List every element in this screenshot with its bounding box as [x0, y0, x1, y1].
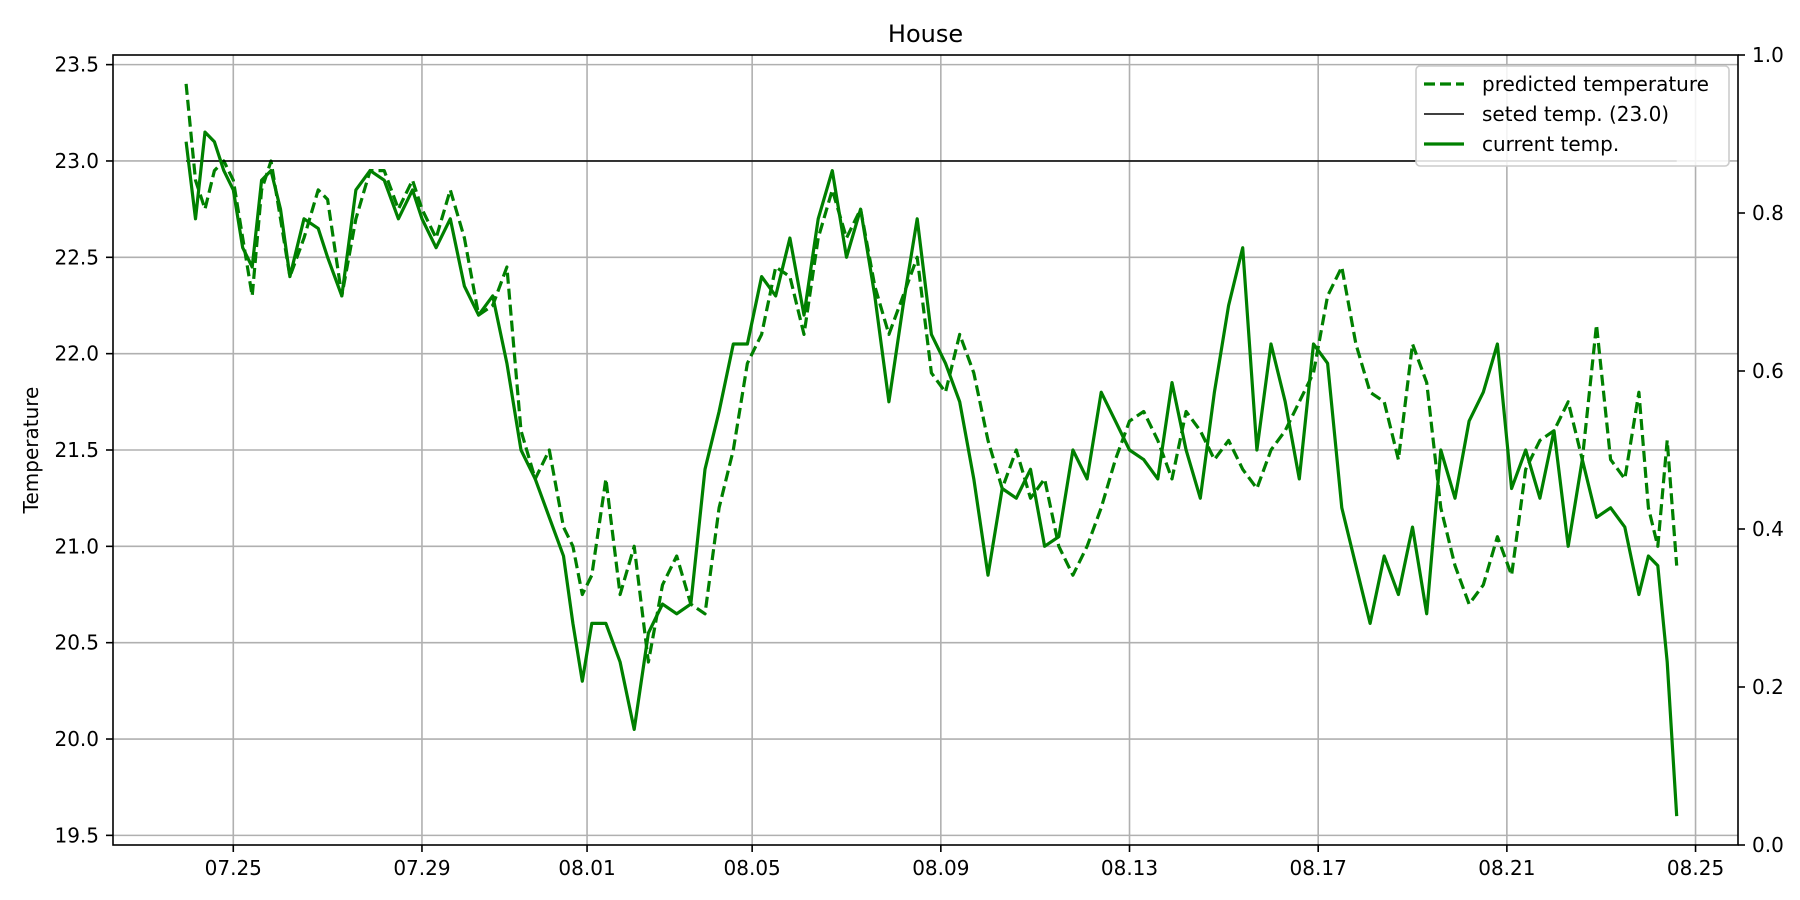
chart-title: House — [888, 20, 963, 48]
x-axis: 07.25 07.29 08.01 08.05 08.09 08.13 08.17 08.21… — [205, 845, 1724, 880]
grid-lines — [113, 55, 1738, 845]
y-tick-label: 21.5 — [54, 438, 99, 462]
x-tick-label: 08.21 — [1478, 856, 1535, 880]
x-tick-label: 08.17 — [1290, 856, 1347, 880]
right-tick-label: 0.2 — [1752, 675, 1784, 699]
y-tick-label: 22.0 — [54, 342, 99, 366]
legend-box — [1415, 65, 1730, 167]
x-tick-label: 08.09 — [912, 856, 969, 880]
y-tick-label: 23.5 — [54, 53, 99, 77]
y-tick-label: 23.0 — [54, 149, 99, 173]
y-axis-right: 0.0 0.2 0.4 0.6 0.8 1.0 — [1738, 43, 1784, 857]
y-axis-title: Temperature — [19, 387, 43, 515]
right-tick-label: 1.0 — [1752, 43, 1784, 67]
series-line-0 — [184, 83, 1679, 664]
legend-label: predicted temperature — [1482, 72, 1709, 96]
x-tick-label: 08.05 — [724, 856, 781, 880]
right-tick-label: 0.6 — [1752, 359, 1784, 383]
x-tick-label: 08.25 — [1667, 856, 1724, 880]
legend: predicted temperature seted temp. (23.0) c… — [1415, 65, 1730, 167]
legend-label: current temp. — [1482, 132, 1619, 156]
y-axis-left: 19.5 20.0 20.5 21.0 21.5 22.0 22.5 23.0 23.5 — [54, 53, 113, 847]
y-tick-label: 21.0 — [54, 534, 99, 558]
x-tick-label: 07.29 — [393, 856, 450, 880]
y-tick-label: 20.0 — [54, 727, 99, 751]
y-tick-label: 19.5 — [54, 823, 99, 847]
right-tick-label: 0.8 — [1752, 201, 1784, 225]
legend-label: seted temp. (23.0) — [1482, 102, 1669, 126]
x-tick-label: 08.01 — [558, 856, 615, 880]
y-tick-label: 20.5 — [54, 631, 99, 655]
series-line-2 — [184, 130, 1679, 817]
y-tick-label: 22.5 — [54, 245, 99, 269]
right-tick-label: 0.0 — [1752, 833, 1784, 857]
x-tick-label: 07.25 — [205, 856, 262, 880]
right-tick-label: 0.4 — [1752, 517, 1784, 541]
x-tick-label: 08.13 — [1101, 856, 1158, 880]
